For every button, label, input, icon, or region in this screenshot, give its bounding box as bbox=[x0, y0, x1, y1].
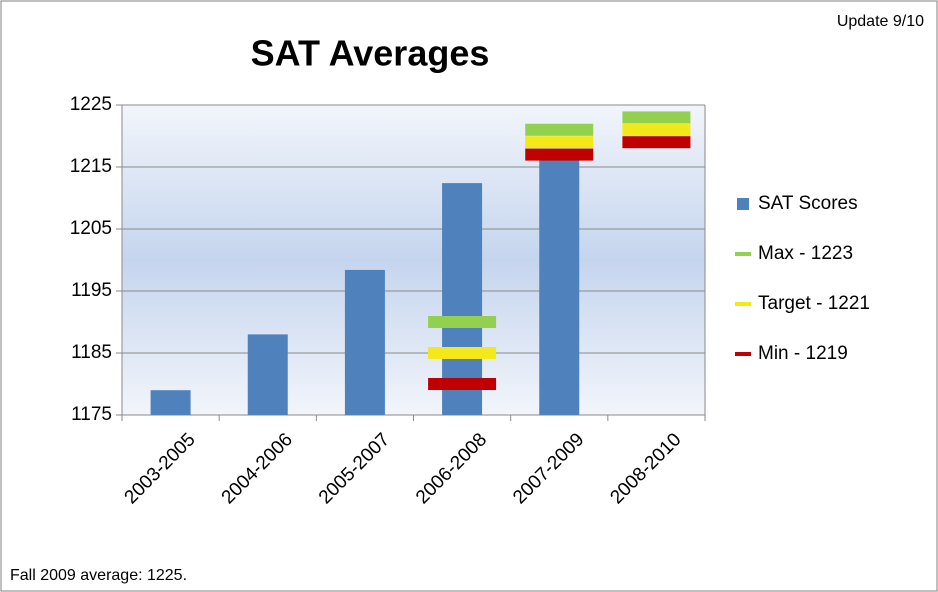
bar bbox=[247, 334, 288, 415]
target-marker bbox=[622, 136, 691, 149]
y-tick-label: 1175 bbox=[71, 404, 112, 425]
bar bbox=[442, 183, 483, 415]
target-marker bbox=[428, 378, 497, 390]
bar bbox=[150, 390, 191, 415]
target-marker bbox=[525, 148, 594, 161]
target-marker bbox=[525, 136, 594, 149]
subtitle: Update 9/10 bbox=[837, 13, 924, 30]
legend-swatch bbox=[735, 302, 751, 306]
legend-label: Target - 1221 bbox=[758, 293, 870, 314]
target-marker bbox=[622, 111, 691, 124]
target-marker bbox=[622, 123, 691, 136]
y-tick-label: 1195 bbox=[71, 280, 112, 301]
legend-swatch bbox=[735, 252, 751, 256]
legend-swatch bbox=[737, 198, 749, 210]
annotation: Fall 2009 average: 1225. bbox=[10, 567, 187, 584]
legend-label: Min - 1219 bbox=[758, 343, 848, 364]
legend-label: SAT Scores bbox=[758, 193, 858, 214]
y-tick-label: 1215 bbox=[70, 156, 112, 177]
y-tick-label: 1205 bbox=[70, 218, 112, 239]
plot-area bbox=[122, 105, 705, 415]
target-marker bbox=[428, 316, 497, 328]
target-marker bbox=[525, 123, 594, 136]
bar bbox=[539, 154, 580, 415]
legend-swatch bbox=[735, 352, 751, 356]
y-tick-label: 1225 bbox=[70, 94, 112, 115]
y-tick-label: 1185 bbox=[71, 342, 112, 363]
bar bbox=[344, 269, 385, 415]
legend-label: Max - 1223 bbox=[758, 243, 853, 264]
chart-title: SAT Averages bbox=[251, 33, 490, 74]
target-marker bbox=[428, 347, 497, 359]
